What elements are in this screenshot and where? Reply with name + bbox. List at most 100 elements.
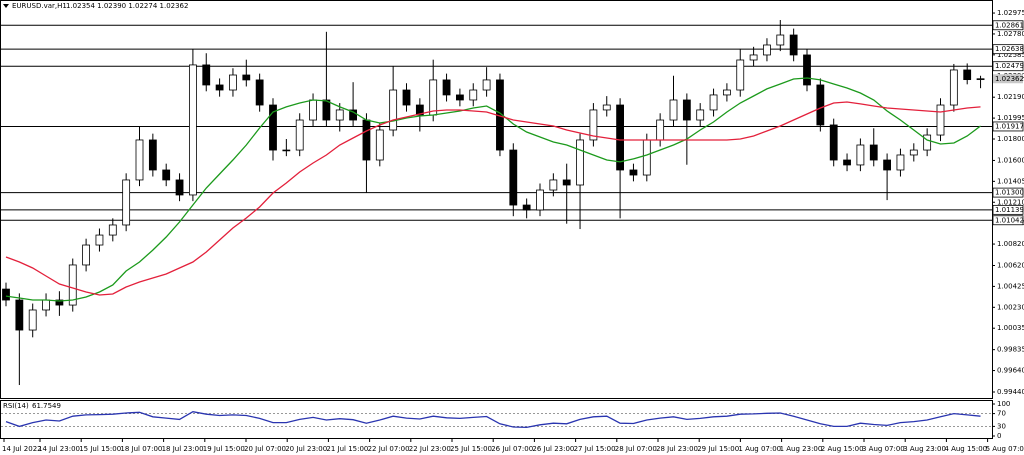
x-tick-label: 20 Jul 23:00 bbox=[285, 445, 327, 453]
indicator-value: 61.7549 bbox=[32, 402, 61, 410]
candle-body bbox=[175, 179, 184, 196]
moving-average bbox=[5, 77, 981, 302]
candle-body bbox=[709, 94, 718, 111]
y-tick-label: 1.00820 bbox=[997, 240, 1024, 248]
x-tick-label: 22 Jul 07:00 bbox=[368, 445, 410, 453]
menu-icon bbox=[3, 4, 9, 8]
x-tick-label: 26 Jul 23:00 bbox=[532, 445, 574, 453]
candle-body bbox=[682, 99, 691, 121]
candle-body bbox=[389, 89, 398, 131]
candle-body bbox=[763, 44, 771, 56]
candle-body bbox=[402, 89, 411, 106]
x-tick-label: 3 Aug 07:00 bbox=[862, 445, 905, 453]
level-label: 1.01042 bbox=[995, 216, 1024, 224]
candle-body bbox=[68, 264, 77, 306]
candle-body bbox=[963, 69, 972, 81]
candle-body bbox=[776, 34, 785, 46]
candle-body bbox=[883, 159, 891, 171]
candle-body bbox=[896, 154, 905, 171]
x-tick-label: 18 Jul 07:00 bbox=[120, 445, 162, 453]
candle-body bbox=[95, 234, 104, 246]
indicator-tick-label: 70 bbox=[997, 410, 1006, 418]
candle-body bbox=[949, 69, 958, 106]
level-label-box bbox=[992, 44, 1024, 55]
candle-body bbox=[616, 104, 624, 171]
candle-body bbox=[442, 79, 451, 96]
candle-body bbox=[282, 149, 291, 152]
candle-body bbox=[82, 244, 90, 266]
x-tick-label: 21 Jul 15:00 bbox=[326, 445, 368, 453]
candle-body bbox=[522, 204, 531, 211]
candle-body bbox=[455, 94, 464, 101]
candle-body bbox=[335, 109, 344, 121]
candle-body bbox=[562, 179, 571, 186]
candle-body bbox=[923, 134, 932, 151]
y-tick-label: 0.99835 bbox=[997, 346, 1024, 354]
quote: 1.02354 1.02390 1.02274 1.02362 bbox=[66, 2, 188, 10]
candle-body bbox=[229, 74, 237, 91]
candle-body bbox=[415, 104, 424, 116]
x-tick-label: 4 Aug 15:00 bbox=[944, 445, 987, 453]
candle-body bbox=[642, 139, 651, 176]
level-label: 1.01139 bbox=[995, 206, 1024, 214]
x-tick-label: 15 Jul 15:00 bbox=[79, 445, 121, 453]
x-tick-label: 2 Aug 15:00 bbox=[821, 445, 864, 453]
x-tick-label: 28 Jul 23:00 bbox=[656, 445, 698, 453]
y-tick-label: 1.02975 bbox=[997, 9, 1024, 17]
candle-body bbox=[936, 104, 945, 136]
level-label-box bbox=[992, 61, 1024, 72]
x-tick-label: 3 Aug 23:00 bbox=[903, 445, 946, 453]
level-label-box bbox=[992, 121, 1024, 132]
candle-body bbox=[122, 179, 131, 226]
candle-body bbox=[576, 139, 584, 186]
y-tick-label: 1.00230 bbox=[997, 303, 1024, 311]
candle-body bbox=[28, 309, 37, 331]
x-tick-label: 28 Jul 07:00 bbox=[615, 445, 657, 453]
price-label-box bbox=[993, 74, 1023, 84]
indicator-line bbox=[5, 411, 981, 429]
candle-body bbox=[736, 59, 745, 91]
y-tick-label: 1.01600 bbox=[997, 156, 1024, 164]
level-label-box bbox=[992, 215, 1024, 226]
candle-body bbox=[242, 74, 251, 81]
x-tick-label: 1 Aug 23:00 bbox=[780, 445, 823, 453]
indicator-panel bbox=[0, 400, 993, 439]
indicator-tick-label: 100 bbox=[997, 400, 1010, 408]
y-tick-label: 1.02585 bbox=[997, 51, 1024, 59]
candle-body bbox=[909, 149, 918, 156]
candle-body bbox=[362, 119, 371, 161]
candle-body bbox=[108, 224, 117, 236]
candle-body bbox=[589, 109, 598, 141]
candle-body bbox=[42, 299, 50, 311]
candle-body bbox=[602, 104, 611, 111]
candle-body bbox=[829, 124, 838, 161]
candle-body bbox=[696, 109, 705, 121]
y-tick-label: 1.00620 bbox=[997, 261, 1024, 269]
level-label-box bbox=[992, 187, 1024, 198]
x-tick-label: 20 Jul 07:00 bbox=[244, 445, 286, 453]
candle-body bbox=[322, 99, 331, 121]
candle-body bbox=[803, 54, 811, 86]
main-panel bbox=[0, 0, 993, 399]
candle-body bbox=[135, 139, 144, 181]
candle-body bbox=[309, 99, 317, 121]
y-tick-label: 1.02190 bbox=[997, 93, 1024, 101]
candle-body bbox=[148, 139, 157, 171]
x-tick-label: 14 Jul 2022 bbox=[2, 445, 42, 453]
x-tick-label: 27 Jul 15:00 bbox=[574, 445, 616, 453]
level-label: 1.01917 bbox=[995, 122, 1024, 130]
candle-body bbox=[536, 189, 544, 211]
candle-body bbox=[55, 299, 64, 306]
level-label: 1.02479 bbox=[995, 62, 1024, 70]
price-label: 1.02362 bbox=[995, 75, 1024, 83]
candle-body bbox=[976, 78, 985, 81]
candle-body bbox=[789, 34, 798, 56]
candle-body bbox=[469, 89, 478, 101]
candle-body bbox=[509, 149, 518, 206]
candle-body bbox=[749, 54, 758, 61]
y-tick-label: 1.00425 bbox=[997, 282, 1024, 290]
level-label-box bbox=[992, 204, 1024, 215]
candle-body bbox=[429, 79, 438, 116]
level-label: 1.02861 bbox=[995, 21, 1024, 29]
y-tick-label: 1.01800 bbox=[997, 135, 1024, 143]
